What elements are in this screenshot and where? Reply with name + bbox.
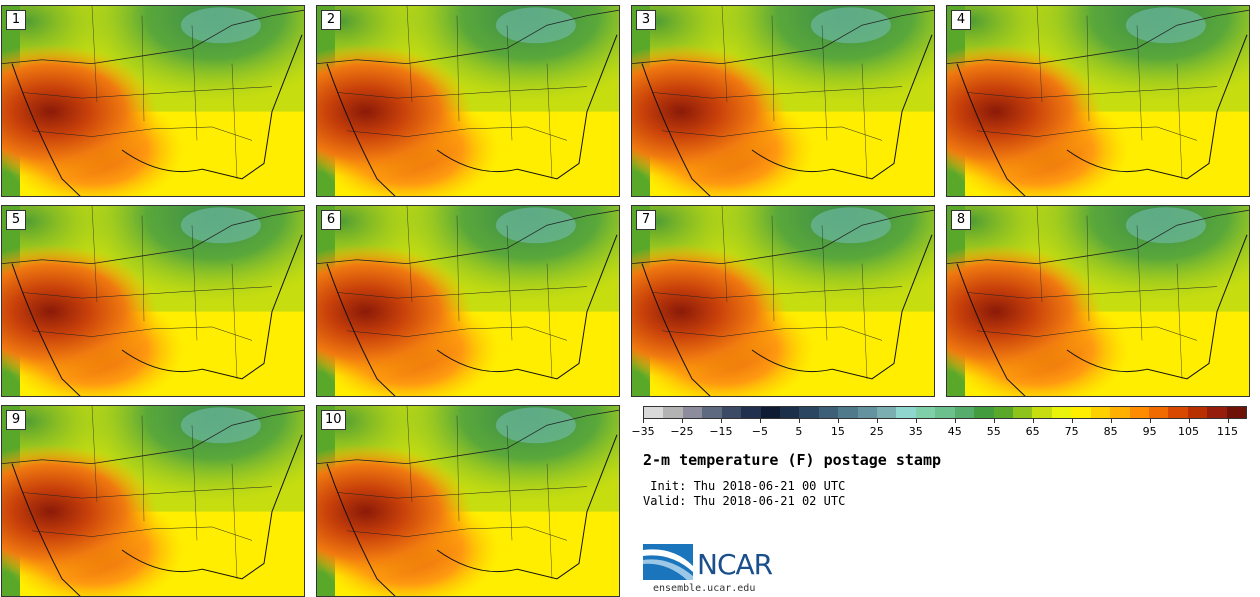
colorbar-segment	[1032, 407, 1052, 418]
colorbar-segment	[818, 407, 839, 418]
colorbar-tick	[1149, 419, 1151, 423]
colorbar-segment	[779, 407, 800, 418]
panel-number: 6	[321, 210, 341, 230]
colorbar-segment	[1013, 407, 1033, 418]
map-panel: 5	[1, 205, 305, 397]
panel-number: 9	[6, 410, 26, 430]
map-panel: 7	[631, 205, 935, 397]
map-panel: 10	[316, 405, 620, 597]
map-panel: 4	[946, 5, 1250, 197]
plot-title: 2-m temperature (F) postage stamp	[643, 451, 942, 469]
colorbar-tick-label: −25	[670, 425, 694, 438]
colorbar-tick	[993, 419, 995, 423]
colorbar-tick-label: 95	[1142, 425, 1157, 438]
colorbar-tick	[759, 419, 761, 423]
panel-number: 4	[951, 10, 971, 30]
map-panel: 1	[1, 5, 305, 197]
colorbar-segment	[935, 407, 955, 418]
init-time: Init: Thu 2018-06-21 00 UTC	[643, 479, 846, 493]
site-url: ensemble.ucar.edu	[653, 583, 756, 594]
colorbar-tick-label: −15	[709, 425, 733, 438]
colorbar-segment	[1168, 407, 1188, 418]
ncar-logo-icon	[643, 544, 693, 580]
colorbar-tick	[1227, 419, 1229, 423]
temperature-colorbar	[643, 406, 1247, 419]
colorbar-tick	[1071, 419, 1073, 423]
colorbar-segment	[760, 407, 780, 418]
panel-number: 1	[6, 10, 26, 30]
colorbar-segment	[1090, 407, 1111, 418]
colorbar-segment	[682, 407, 703, 418]
colorbar-segment	[877, 407, 897, 418]
colorbar-segment	[857, 407, 878, 418]
colorbar-tick-label: 5	[795, 425, 803, 438]
colorbar-tick	[720, 419, 722, 423]
colorbar-tick	[876, 419, 878, 423]
colorbar-segment	[1051, 407, 1072, 418]
time-info: Init: Thu 2018-06-21 00 UTC Valid: Thu 2…	[643, 479, 845, 509]
colorbar-tick-label: 55	[986, 425, 1001, 438]
colorbar-tick	[798, 419, 800, 423]
colorbar-segment	[663, 407, 683, 418]
map-panel: 9	[1, 405, 305, 597]
colorbar-segment	[896, 407, 916, 418]
colorbar-tick-label: 25	[869, 425, 884, 438]
colorbar-tick	[915, 419, 917, 423]
colorbar-segment	[974, 407, 994, 418]
colorbar-segment	[993, 407, 1014, 418]
panel-number: 7	[636, 210, 656, 230]
colorbar-segment	[721, 407, 742, 418]
colorbar-tick	[643, 419, 644, 423]
colorbar-segment	[644, 407, 664, 418]
panel-number: 2	[321, 10, 341, 30]
colorbar-tick-label: 75	[1064, 425, 1079, 438]
colorbar-tick	[1032, 419, 1034, 423]
map-panel: 6	[316, 205, 620, 397]
colorbar-segment	[915, 407, 936, 418]
panel-number: 3	[636, 10, 656, 30]
colorbar-segment	[954, 407, 975, 418]
colorbar-tick-label: 65	[1025, 425, 1040, 438]
panel-number: 8	[951, 210, 971, 230]
colorbar-tick-label: −5	[751, 425, 768, 438]
colorbar-ticks: −35 −25 −15 −5 5 15 25 35 45 55 65 75 85 95 105 115	[631, 419, 1247, 439]
map-panel: 8	[946, 205, 1250, 397]
logo-text: NCAR	[697, 548, 773, 581]
colorbar-segment	[1129, 407, 1149, 418]
colorbar-segment	[1071, 407, 1091, 418]
colorbar-tick	[1188, 419, 1190, 423]
map-panel: 2	[316, 5, 620, 197]
colorbar-segment	[1226, 407, 1247, 418]
colorbar-tick-label: 15	[830, 425, 845, 438]
colorbar-segment	[838, 407, 858, 418]
panel-number: 5	[6, 210, 26, 230]
colorbar-tick-label: 45	[947, 425, 962, 438]
panel-number: 10	[321, 410, 346, 430]
colorbar-segment	[1110, 407, 1130, 418]
colorbar-tick	[681, 419, 683, 423]
colorbar-segment	[741, 407, 761, 418]
colorbar-segment	[702, 407, 722, 418]
colorbar-tick-label: 35	[908, 425, 923, 438]
colorbar-tick-label: 85	[1103, 425, 1118, 438]
colorbar-tick	[1110, 419, 1112, 423]
colorbar-tick	[954, 419, 956, 423]
colorbar-segment	[1187, 407, 1208, 418]
colorbar-tick	[837, 419, 839, 423]
colorbar-segment	[799, 407, 819, 418]
colorbar-segment	[1148, 407, 1169, 418]
colorbar-segment	[1207, 407, 1227, 418]
valid-time: Valid: Thu 2018-06-21 02 UTC	[643, 494, 846, 508]
map-panel: 3	[631, 5, 935, 197]
colorbar-tick-label: 115	[1217, 425, 1239, 438]
colorbar-tick-label: −35	[631, 425, 655, 438]
colorbar-tick-label: 105	[1178, 425, 1200, 438]
